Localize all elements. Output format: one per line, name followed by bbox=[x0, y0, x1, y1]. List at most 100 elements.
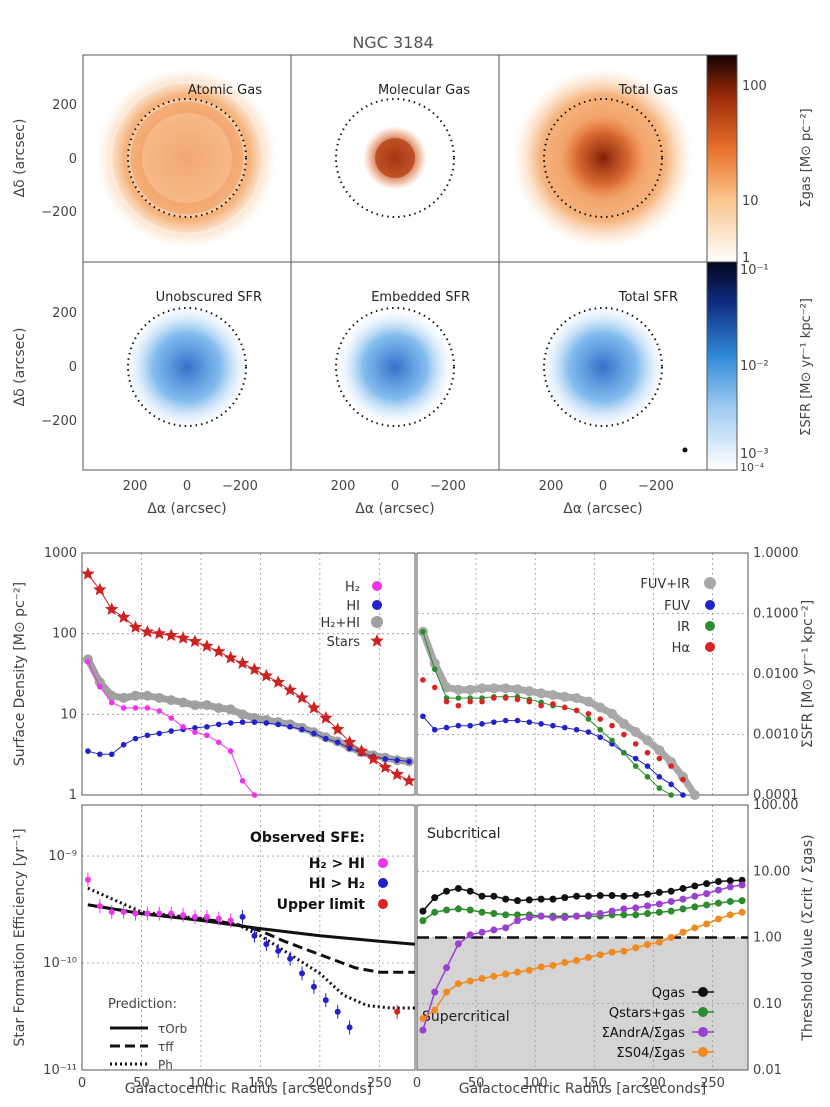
sfe-point bbox=[144, 910, 151, 917]
star-marker bbox=[271, 675, 285, 688]
star-marker bbox=[295, 690, 309, 704]
threshold-point bbox=[454, 905, 462, 913]
series-line-hi bbox=[87, 721, 410, 762]
threshold-point bbox=[667, 897, 675, 905]
series-point bbox=[467, 722, 473, 729]
threshold-point bbox=[667, 934, 675, 941]
threshold-point bbox=[620, 905, 628, 913]
map-ytick: 0 bbox=[69, 152, 77, 167]
threshold-point bbox=[620, 911, 628, 919]
threshold-point bbox=[596, 910, 604, 918]
threshold-point bbox=[454, 940, 462, 948]
total-gas-point bbox=[106, 690, 117, 701]
threshold-panel: 100.00 10.00 1.00 0.10 0.01 0 50 100 150 200 250 Th… bbox=[413, 798, 816, 1097]
total-gas-point bbox=[94, 677, 105, 688]
threshold-point bbox=[644, 902, 652, 910]
threshold-point bbox=[632, 944, 640, 952]
threshold-point bbox=[632, 892, 640, 900]
x-tick-label: 200 bbox=[641, 1076, 666, 1091]
hi-point bbox=[263, 720, 270, 726]
fuv-ir-point bbox=[595, 702, 606, 713]
y-tick-label: 1.00 bbox=[753, 931, 782, 946]
x-tick-label: 150 bbox=[248, 1076, 273, 1091]
fuv-ir-point bbox=[583, 696, 594, 707]
sfr-colorbar-tick: 10⁻² bbox=[740, 359, 769, 374]
total-gas-point bbox=[225, 704, 236, 715]
threshold-point bbox=[561, 914, 569, 922]
threshold-point bbox=[502, 911, 510, 919]
star-marker bbox=[378, 760, 392, 773]
h2-point bbox=[97, 683, 103, 690]
threshold-point bbox=[573, 956, 581, 964]
series-point bbox=[561, 724, 568, 731]
star-marker bbox=[188, 634, 202, 648]
threshold-point bbox=[691, 924, 699, 932]
h2-point bbox=[180, 724, 186, 730]
threshold-point bbox=[596, 892, 604, 900]
hi-point bbox=[311, 730, 317, 737]
legend-title: Observed SFE: bbox=[250, 830, 365, 846]
threshold-point bbox=[490, 892, 498, 900]
y-axis-label: Threshold Value (Σcrit / Σgas) bbox=[800, 834, 816, 1041]
legend-label: Qstars+gas bbox=[609, 1006, 685, 1021]
fuv-ir-point bbox=[488, 683, 499, 694]
threshold-point bbox=[513, 911, 521, 919]
gas-colorbar-tick: 1 bbox=[742, 251, 750, 266]
map-xtick: 200 bbox=[123, 479, 148, 494]
y-tick-label: 0.1000 bbox=[753, 607, 799, 622]
halpha-point bbox=[632, 741, 639, 747]
map-ytick: −200 bbox=[41, 205, 77, 220]
fuv-ir-point bbox=[441, 682, 452, 693]
total-gas-title: Total Gas bbox=[618, 83, 679, 98]
total-gas-map: Total Gas bbox=[513, 68, 693, 248]
gas-colorbar-label: Σgas [M⊙ pc⁻²] bbox=[799, 108, 814, 207]
legend-marker bbox=[705, 621, 715, 631]
series-point bbox=[431, 666, 438, 673]
h2-point bbox=[215, 739, 222, 746]
threshold-point bbox=[502, 895, 510, 903]
unobscured-sfr-map: Unobscured SFR bbox=[125, 290, 262, 429]
sfe-point bbox=[275, 947, 282, 954]
threshold-point bbox=[490, 972, 498, 980]
series-point bbox=[479, 721, 485, 727]
series-point bbox=[632, 755, 639, 762]
sfe-point bbox=[287, 955, 294, 962]
sfe-point bbox=[227, 917, 234, 924]
threshold-point bbox=[667, 907, 675, 915]
threshold-point bbox=[513, 897, 521, 905]
sfe-point bbox=[310, 983, 317, 990]
hi-point bbox=[97, 751, 103, 758]
star-marker bbox=[247, 662, 262, 676]
h2-point bbox=[227, 748, 234, 754]
sfe-point bbox=[191, 913, 198, 920]
threshold-point bbox=[703, 880, 711, 888]
threshold-point bbox=[679, 895, 687, 903]
star-marker bbox=[366, 751, 380, 765]
threshold-point bbox=[608, 948, 616, 956]
threshold-point bbox=[466, 906, 474, 914]
x-axis-label: Galactocentric Radius [arcseconds] bbox=[125, 1081, 372, 1097]
hi-point bbox=[323, 735, 329, 742]
threshold-point bbox=[620, 947, 628, 955]
star-marker bbox=[105, 602, 119, 615]
threshold-point bbox=[537, 895, 545, 903]
threshold-point bbox=[726, 883, 734, 891]
sfr-colorbar: 10⁻¹ 10⁻² 10⁻³ 10⁻⁴ ΣSFR [M⊙ yr⁻¹ kpc⁻²] bbox=[706, 261, 814, 474]
sfr-colorbar-tick: 10⁻¹ bbox=[740, 263, 769, 278]
star-marker bbox=[283, 683, 297, 696]
sfe-point bbox=[334, 1008, 341, 1015]
threshold-point bbox=[443, 906, 451, 914]
legend-marker bbox=[698, 987, 708, 997]
fuv-ir-point bbox=[642, 735, 653, 746]
map-xtick: 0 bbox=[183, 479, 191, 494]
sfe-point bbox=[263, 941, 270, 948]
star-marker bbox=[212, 644, 226, 658]
hi-point bbox=[287, 724, 293, 730]
map-ylabel-top: Δδ (arcsec) bbox=[12, 119, 28, 198]
gas-colorbar-tick: 10 bbox=[742, 194, 759, 209]
series-point bbox=[514, 717, 521, 724]
threshold-point bbox=[655, 888, 663, 896]
h2-point bbox=[239, 777, 246, 784]
threshold-point bbox=[443, 988, 451, 996]
fuv-ir-point bbox=[607, 708, 618, 719]
